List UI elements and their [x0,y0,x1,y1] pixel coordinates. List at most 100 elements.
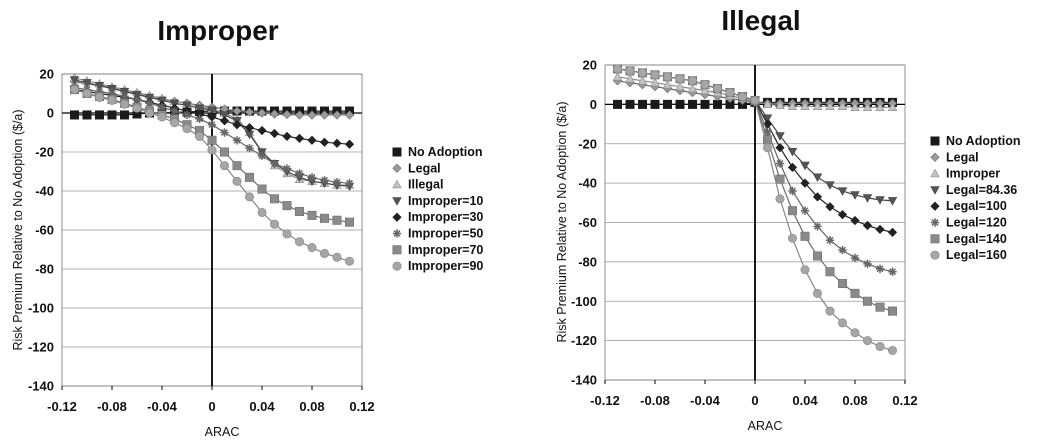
data-point [662,72,672,82]
y-tick-label: 20 [40,67,54,82]
data-point [887,306,897,316]
data-point [95,87,104,96]
data-point [195,131,205,141]
x-tick-label: -0.04 [147,399,177,414]
data-point [332,110,342,120]
data-point [269,128,280,139]
data-point [332,252,342,262]
data-point [837,279,847,289]
y-tick-label: -20 [35,145,54,160]
data-point [875,102,885,111]
legend-marker [392,261,402,271]
data-point [625,66,635,76]
data-point [307,173,317,182]
data-point [887,227,898,237]
data-point [775,174,785,184]
data-point [132,103,142,113]
data-point [182,124,192,134]
x-tick-label: -0.04 [690,393,720,408]
data-point [762,143,772,153]
data-point [862,336,872,346]
legend-marker [392,147,402,157]
legend-marker [930,218,940,227]
data-point [107,110,117,120]
y-tick-label: 20 [583,58,597,73]
data-point [650,99,660,109]
data-point [787,162,798,172]
data-point [787,206,797,216]
data-point [145,108,155,118]
data-point [132,95,142,104]
data-point [245,192,255,202]
data-point [207,135,217,145]
chart-title: Illegal [721,5,800,36]
data-point [725,88,735,98]
legend-label: Illegal [408,178,443,192]
data-point [825,267,835,277]
data-point [332,215,342,225]
legend-marker [392,229,402,238]
data-point [294,133,305,143]
data-point [220,128,229,137]
legend-label: No Adoption [946,134,1021,148]
legend-marker [392,179,402,189]
data-point [119,87,130,97]
data-point [307,135,317,145]
data-point [700,80,710,90]
data-point [257,125,267,136]
data-point [232,161,242,171]
data-point [107,84,117,94]
data-point [687,99,697,109]
data-point [837,101,848,111]
data-point [863,259,872,269]
data-point [788,186,797,196]
y-tick-label: -120 [571,333,597,348]
data-point [888,267,897,276]
legend-label: Improper=70 [408,243,483,257]
x-tick-label: 0.04 [792,393,818,408]
data-point [207,145,217,155]
data-point [812,192,823,202]
y-axis-label: Risk Premium Relative to No Adoption ($/… [555,101,569,342]
legend-marker [392,245,402,255]
data-point [813,222,822,231]
data-point [650,70,660,80]
data-point [120,92,129,101]
data-point [195,114,204,124]
legend-label: Legal=84.36 [946,183,1017,197]
legend-label: Legal [408,161,441,175]
data-point [787,101,798,111]
data-point [69,76,80,85]
data-point [812,173,823,183]
x-tick-label: 0.04 [249,399,275,414]
data-point [637,68,647,78]
data-point [257,151,267,161]
data-point [850,288,860,298]
series-improper-90 [70,85,354,266]
legend-marker [930,234,940,244]
data-point [887,345,897,355]
data-point [825,202,835,212]
data-point [307,210,317,220]
data-point [787,233,797,243]
data-point [775,159,785,168]
y-tick-label: -140 [571,373,597,388]
legend-label: Improper=90 [408,259,483,273]
data-point [344,110,355,120]
legend-marker [392,212,402,222]
data-point [837,187,848,196]
legend-label: Legal=140 [946,232,1007,246]
data-point [282,229,292,239]
data-point [812,288,822,298]
data-point [637,75,648,85]
y-tick-label: -100 [28,301,54,316]
legend-marker [392,163,402,173]
legend-label: Legal=120 [946,216,1007,230]
data-point [800,231,810,241]
data-point [107,89,117,98]
data-point [800,161,810,171]
x-tick-label: -0.08 [97,399,127,414]
legend-label: Legal=160 [946,248,1007,262]
data-point [344,217,354,227]
